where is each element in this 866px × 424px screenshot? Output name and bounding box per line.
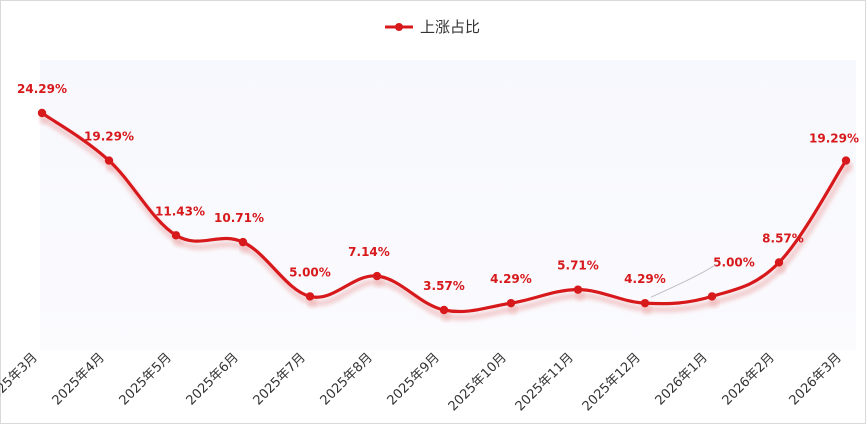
x-tick-label: 2026年1月 bbox=[653, 350, 711, 408]
data-label: 5.71% bbox=[557, 259, 599, 273]
data-label: 7.14% bbox=[348, 245, 390, 259]
data-point[interactable] bbox=[506, 298, 516, 308]
data-label: 3.57% bbox=[423, 279, 465, 293]
data-point[interactable] bbox=[372, 271, 382, 281]
data-label: 24.29% bbox=[17, 82, 67, 96]
data-label: 5.00% bbox=[713, 255, 755, 269]
data-label: 5.00% bbox=[289, 265, 331, 279]
x-tick-label: 2025年8月 bbox=[318, 350, 376, 408]
data-label: 11.43% bbox=[155, 204, 205, 218]
data-label: 10.71% bbox=[214, 211, 264, 225]
label-leader-line bbox=[650, 263, 717, 298]
x-tick-label: 2026年3月 bbox=[787, 350, 845, 408]
data-point[interactable] bbox=[573, 285, 583, 294]
x-tick-label: 2025年4月 bbox=[50, 350, 108, 408]
data-label: 8.57% bbox=[762, 231, 804, 245]
x-tick-label: 2025年6月 bbox=[184, 350, 242, 408]
x-tick-label: 2025年5月 bbox=[117, 350, 175, 408]
data-label: 19.29% bbox=[84, 130, 134, 144]
x-tick-label: 2025年10月 bbox=[446, 350, 510, 414]
data-point[interactable] bbox=[640, 298, 650, 308]
data-label: 19.29% bbox=[809, 132, 859, 146]
data-point[interactable] bbox=[707, 292, 717, 301]
data-point[interactable] bbox=[841, 156, 851, 165]
x-tick-label: 2025年7月 bbox=[251, 350, 309, 408]
legend: 上涨占比 bbox=[0, 16, 864, 37]
x-tick-label: 2025年12月 bbox=[580, 350, 644, 414]
legend-item[interactable]: 上涨占比 bbox=[384, 16, 480, 37]
x-tick-label: 2025年11月 bbox=[513, 350, 577, 414]
data-point[interactable] bbox=[171, 231, 181, 240]
data-point[interactable] bbox=[305, 292, 315, 301]
x-tick-label: 2026年2月 bbox=[720, 350, 778, 408]
data-point[interactable] bbox=[104, 156, 114, 165]
data-label: 4.29% bbox=[490, 272, 532, 286]
data-point[interactable] bbox=[439, 305, 449, 315]
legend-label: 上涨占比 bbox=[419, 18, 480, 36]
data-point[interactable] bbox=[774, 258, 784, 267]
legend-line-marker-icon bbox=[384, 22, 413, 31]
x-tick-label: 2025年3月 bbox=[0, 350, 41, 408]
data-label: 4.29% bbox=[624, 272, 666, 286]
data-point[interactable] bbox=[238, 237, 248, 247]
data-point[interactable] bbox=[37, 108, 47, 118]
x-tick-label: 2025年9月 bbox=[385, 350, 443, 408]
